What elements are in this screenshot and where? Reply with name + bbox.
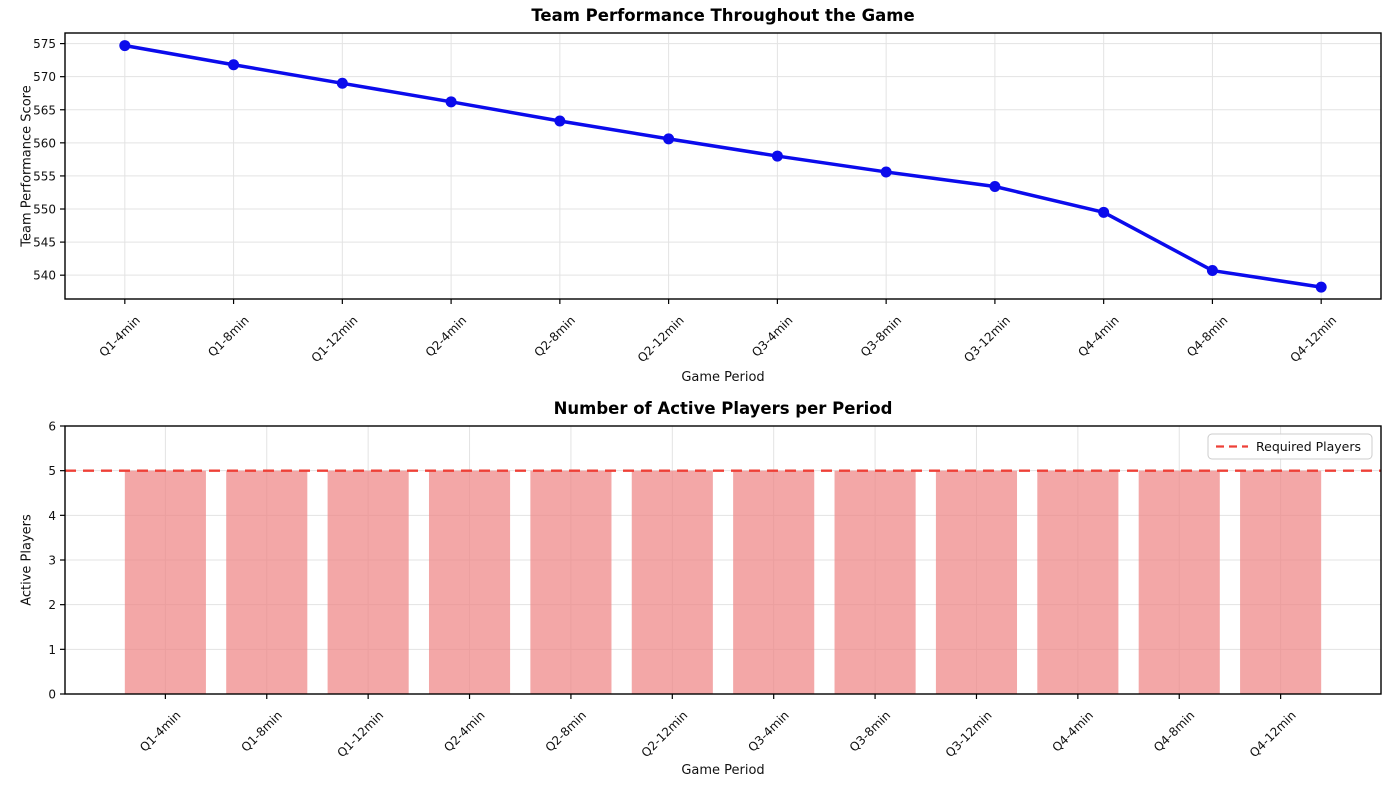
x-tick-label: Q3-4min [745, 708, 791, 754]
data-point-marker [554, 115, 566, 127]
data-point-marker [771, 150, 783, 162]
x-tick-label: Q2-12min [635, 313, 687, 365]
data-point-marker [1206, 265, 1218, 277]
y-tick-label: 565 [33, 103, 56, 117]
y-axis-label-performance: Team Performance Score [19, 85, 35, 247]
x-axis-label-performance: Game Period [681, 370, 765, 385]
y-tick-label: 560 [33, 136, 56, 150]
y-tick-label: 545 [33, 236, 56, 250]
y-tick-label: 540 [33, 269, 56, 283]
y-tick-label: 555 [33, 169, 56, 183]
data-point-marker [989, 181, 1001, 193]
data-point-marker [445, 96, 457, 108]
y-tick-label: 2 [48, 598, 56, 612]
data-point-marker [1315, 281, 1327, 293]
bar-active-players [935, 470, 1018, 694]
x-tick-label: Q3-12min [943, 708, 995, 760]
x-axis-label-active-players: Game Period [681, 763, 765, 778]
legend-label: Required Players [1256, 439, 1361, 454]
y-tick-label: 0 [48, 688, 56, 702]
y-tick-label: 6 [48, 420, 56, 434]
y-axis-label-active-players: Active Players [19, 514, 35, 606]
x-tick-label: Q2-4min [423, 313, 469, 359]
x-tick-label: Q2-4min [441, 708, 487, 754]
bar-active-players [1138, 470, 1220, 694]
x-tick-label: Q3-8min [847, 708, 893, 754]
data-point-marker [1098, 206, 1110, 218]
x-tick-label: Q1-4min [137, 708, 183, 754]
data-point-marker [336, 77, 348, 89]
x-tick-label: Q4-12min [1247, 708, 1299, 760]
data-point-marker [663, 133, 675, 145]
x-tick-label: Q3-4min [749, 313, 795, 359]
chart-title-active-players: Number of Active Players per Period [553, 399, 893, 418]
chart-title-performance: Team Performance Throughout the Game [531, 6, 915, 25]
x-tick-label: Q4-4min [1075, 313, 1121, 359]
bar-active-players [1037, 470, 1119, 694]
bar-active-players [733, 470, 815, 694]
bar-active-players [834, 470, 916, 694]
x-tick-label: Q4-4min [1050, 708, 1096, 754]
data-point-marker [880, 166, 892, 178]
bar-active-players [530, 470, 612, 694]
bar-active-players [631, 470, 713, 694]
x-tick-label: Q2-8min [543, 708, 589, 754]
y-tick-label: 550 [33, 203, 56, 217]
y-tick-label: 4 [48, 509, 56, 523]
bar-active-players [428, 470, 511, 694]
performance-line-series [123, 43, 1323, 289]
bar-active-players [124, 470, 206, 694]
bar-active-players [327, 470, 409, 694]
axes-border [64, 32, 1382, 300]
x-tick-label: Q2-8min [532, 313, 578, 359]
y-tick-label: 1 [48, 643, 56, 657]
x-tick-label: Q1-8min [205, 313, 251, 359]
x-tick-label: Q3-8min [858, 313, 904, 359]
y-tick-label: 570 [33, 70, 56, 84]
legend-box [1207, 433, 1373, 460]
x-tick-label: Q3-12min [961, 313, 1013, 365]
y-tick-label: 5 [48, 464, 56, 478]
x-tick-label: Q4-12min [1287, 313, 1339, 365]
x-tick-label: Q4-8min [1151, 708, 1197, 754]
data-point-marker [119, 40, 131, 52]
x-tick-label: Q1-8min [238, 708, 284, 754]
bar-active-players [1240, 470, 1322, 694]
x-tick-label: Q4-8min [1184, 313, 1230, 359]
y-tick-label: 3 [48, 554, 56, 568]
data-point-marker [228, 59, 240, 71]
x-tick-label: Q1-12min [309, 313, 361, 365]
x-tick-label: Q1-4min [96, 313, 142, 359]
x-tick-label: Q2-12min [639, 708, 691, 760]
y-tick-label: 575 [33, 37, 56, 51]
bar-active-players [226, 470, 308, 694]
x-tick-label: Q1-12min [334, 708, 386, 760]
